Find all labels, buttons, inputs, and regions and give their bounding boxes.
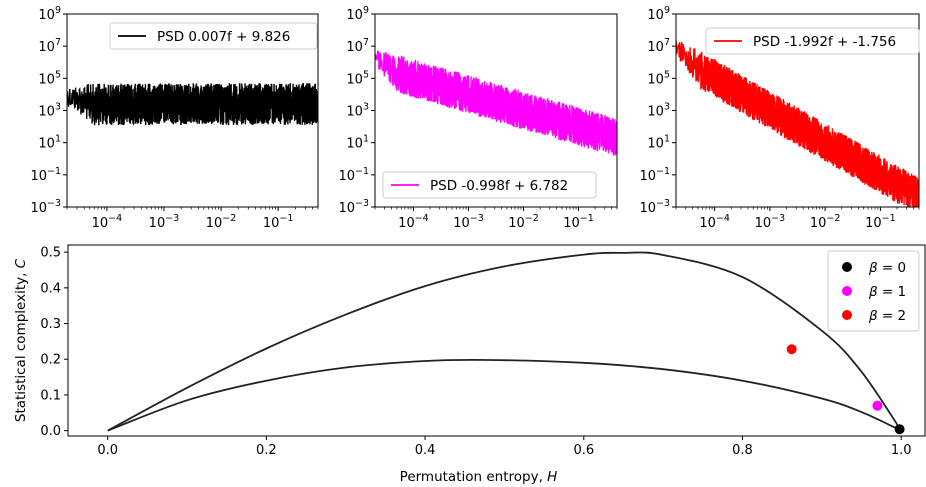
x-tick-label: 0.6 [573,443,594,458]
legend-label: β = 0 [868,260,906,276]
x-tick-label: 10−2 [810,213,841,231]
y-tick-label: 10−1 [30,166,61,184]
legend: PSD -0.998f + 6.782 [382,171,597,199]
psd-panel-1: 10−4 10−3 10−2 10−1 10−3 10−1 101 103 105 107 109 P… [30,5,319,231]
legend: β = 0 β = 1 β = 2 [827,250,920,332]
x-tick-label: 10−3 [755,213,786,231]
complexity-entropy-panel: 0.0 0.2 0.4 0.6 0.8 1.0 0.0 0.1 0.2 0.3 0.4 0.5 Perm… [13,244,926,485]
legend-label: PSD -1.992f + -1.756 [753,34,896,50]
y-tick-label: 10−3 [30,198,61,216]
y-tick-label: 103 [38,102,61,120]
x-tick-label: 1.0 [891,443,912,458]
upper-bound-curve [107,251,902,432]
y-tick-label: 101 [647,134,670,152]
y-tick-label: 105 [38,69,61,87]
legend-label: β = 1 [868,284,906,300]
y-tick-label: 0.2 [40,353,61,368]
lower-bound-curve [107,358,902,432]
psd-series-line [375,50,617,156]
legend-marker [842,262,852,272]
psd-panel-3: 10−4 10−3 10−2 10−1 10−3 10−1 101 103 105 107 109 P… [639,5,920,231]
x-tick-label: 0.4 [415,443,436,458]
legend-marker [842,310,852,320]
x-tick-label: 10−3 [453,213,484,231]
x-tick-label: 10−4 [398,213,429,231]
y-tick-label: 10−1 [338,166,369,184]
y-tick-label: 107 [647,37,670,55]
x-tick-label: 10−2 [206,213,237,231]
y-tick-label: 101 [38,134,61,152]
y-tick-label: 0.4 [40,281,61,296]
x-tick-label: 10−4 [92,213,123,231]
y-tick-label: 0.0 [40,424,61,439]
psd-series-line [676,40,919,207]
psd-series-line [67,83,318,126]
y-tick-label: 107 [346,37,369,55]
psd-panel-2: 10−4 10−3 10−2 10−1 10−3 10−1 101 103 105 107 109 P… [338,5,618,231]
x-tick-label: 10−1 [263,213,294,231]
y-tick-label: 107 [38,37,61,55]
legend-box [382,171,597,199]
legend: PSD 0.007f + 9.826 [109,22,318,50]
y-tick-label: 0.1 [40,388,61,403]
x-axis-label: Permutation entropy, H [400,469,558,485]
y-tick-label: 10−3 [338,198,369,216]
x-tick-label: 10−3 [149,213,180,231]
y-tick-label: 105 [647,69,670,87]
y-tick-label: 10−1 [639,166,670,184]
y-tick-label: 103 [647,102,670,120]
x-tick-label: 0.2 [256,443,277,458]
legend: PSD -1.992f + -1.756 [705,27,920,55]
x-tick-label: 0.8 [732,443,753,458]
legend-label: β = 2 [868,308,906,324]
axes-frame [67,244,926,437]
legend-label: PSD 0.007f + 9.826 [157,29,290,45]
y-tick-label: 0.3 [40,317,61,332]
x-tick-label: 10−2 [508,213,539,231]
x-tick-label: 0.0 [97,443,118,458]
x-tick-label: 10−1 [865,213,896,231]
y-tick-label: 103 [346,102,369,120]
y-tick-label: 109 [38,5,61,23]
y-tick-label: 109 [346,5,369,23]
y-axis-label: Statistical complexity, C [13,258,29,422]
data-point-beta-1 [872,400,883,411]
legend-label: PSD -0.998f + 6.782 [430,178,568,194]
data-point-beta-2 [786,344,797,355]
data-point-beta-0 [894,424,905,435]
y-tick-label: 0.5 [40,246,61,261]
legend-marker [842,286,852,296]
legend-box [827,250,920,332]
legend-box [705,27,920,55]
y-tick-label: 109 [647,5,670,23]
x-tick-label: 10−1 [563,213,594,231]
y-tick-label: 101 [346,134,369,152]
y-tick-label: 10−3 [639,198,670,216]
legend-box [109,22,318,50]
y-tick-label: 105 [346,69,369,87]
x-tick-label: 10−4 [699,213,730,231]
